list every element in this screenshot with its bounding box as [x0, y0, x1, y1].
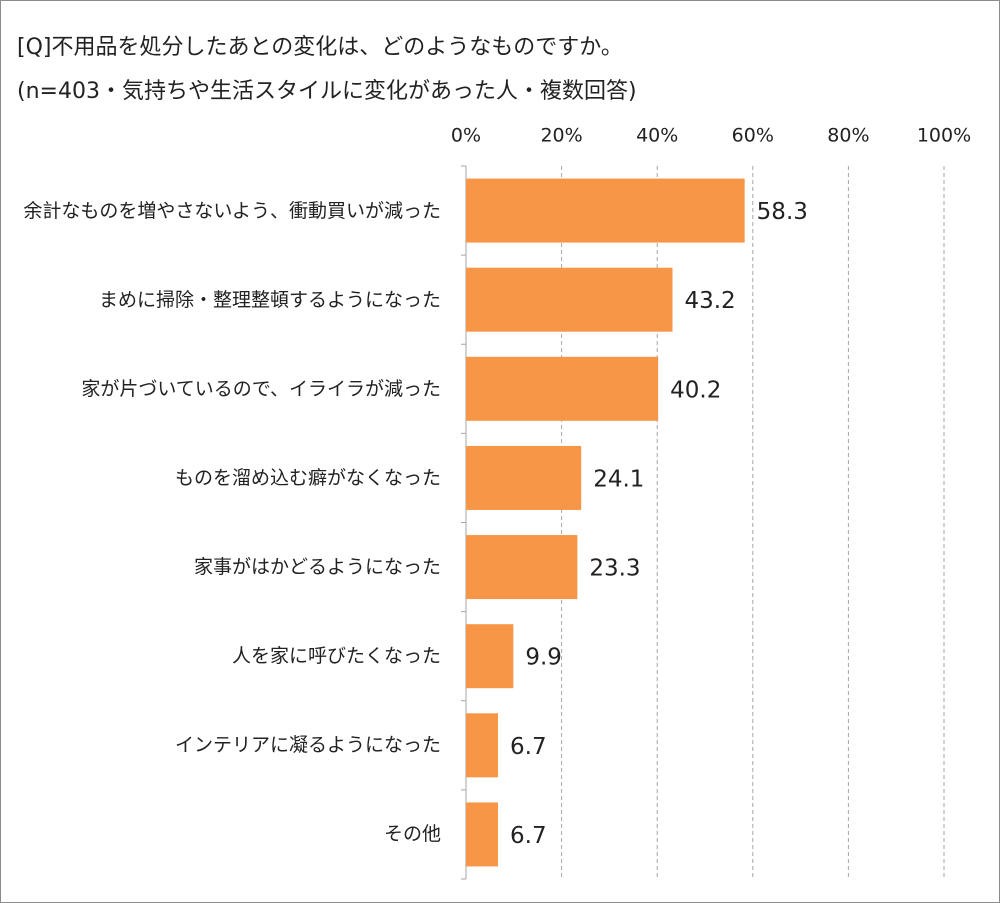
chart-title: [Q]不用品を処分したあとの変化は、どのようなものですか。	[17, 35, 623, 60]
value-label: 6.7	[510, 823, 547, 849]
value-label: 58.3	[757, 199, 808, 225]
category-label-box: 家事がはかどるようになった	[11, 527, 441, 607]
x-tick-label: 0%	[451, 125, 481, 147]
value-label: 9.9	[525, 645, 562, 671]
category-label: 人を家に呼びたくなった	[231, 645, 441, 668]
chart-subtitle: (n=403・気持ちや生活スタイルに変化があった人・複数回答)	[17, 79, 637, 104]
category-label-box: 人を家に呼びたくなった	[11, 616, 441, 696]
value-label: 6.7	[510, 734, 547, 760]
x-tick-label: 40%	[636, 125, 678, 147]
category-label: インテリアに凝るようになった	[174, 734, 441, 757]
bar	[466, 178, 745, 243]
category-label: その他	[383, 823, 441, 846]
bar	[466, 713, 499, 778]
x-tick-label: 80%	[827, 125, 869, 147]
bar	[466, 535, 578, 600]
category-label: まめに掃除・整理整頓するようになった	[98, 288, 441, 311]
category-label: ものを溜め込む癖がなくなった	[174, 466, 441, 489]
x-tick-label: 100%	[917, 125, 971, 147]
bar	[466, 267, 673, 332]
value-label: 23.3	[589, 556, 640, 582]
category-label-box: ものを溜め込む癖がなくなった	[11, 438, 441, 518]
value-label: 24.1	[593, 466, 644, 492]
value-label: 43.2	[684, 288, 735, 314]
category-label-box: まめに掃除・整理整頓するようになった	[11, 260, 441, 340]
category-label-box: インテリアに凝るようになった	[11, 705, 441, 785]
category-label-box: 家が片づいているので、イライラが減った	[11, 349, 441, 429]
bar	[466, 624, 514, 689]
category-label: 家が片づいているので、イライラが減った	[81, 377, 441, 400]
bar	[466, 802, 499, 867]
x-tick-label: 20%	[540, 125, 582, 147]
category-label-box: その他	[11, 794, 441, 874]
category-label: 余計なものを増やさないよう、衝動買いが減った	[23, 199, 441, 222]
x-tick-label: 60%	[732, 125, 774, 147]
bar	[466, 445, 582, 510]
category-label: 家事がはかどるようになった	[193, 556, 441, 579]
category-label-box: 余計なものを増やさないよう、衝動買いが減った	[11, 171, 441, 251]
bar	[466, 356, 659, 421]
value-label: 40.2	[670, 377, 721, 403]
